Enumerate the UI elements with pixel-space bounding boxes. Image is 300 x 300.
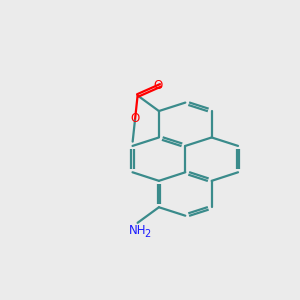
Text: NH: NH <box>129 224 146 237</box>
Text: 2: 2 <box>144 229 150 239</box>
Text: O: O <box>154 79 163 92</box>
Text: O: O <box>130 112 140 125</box>
